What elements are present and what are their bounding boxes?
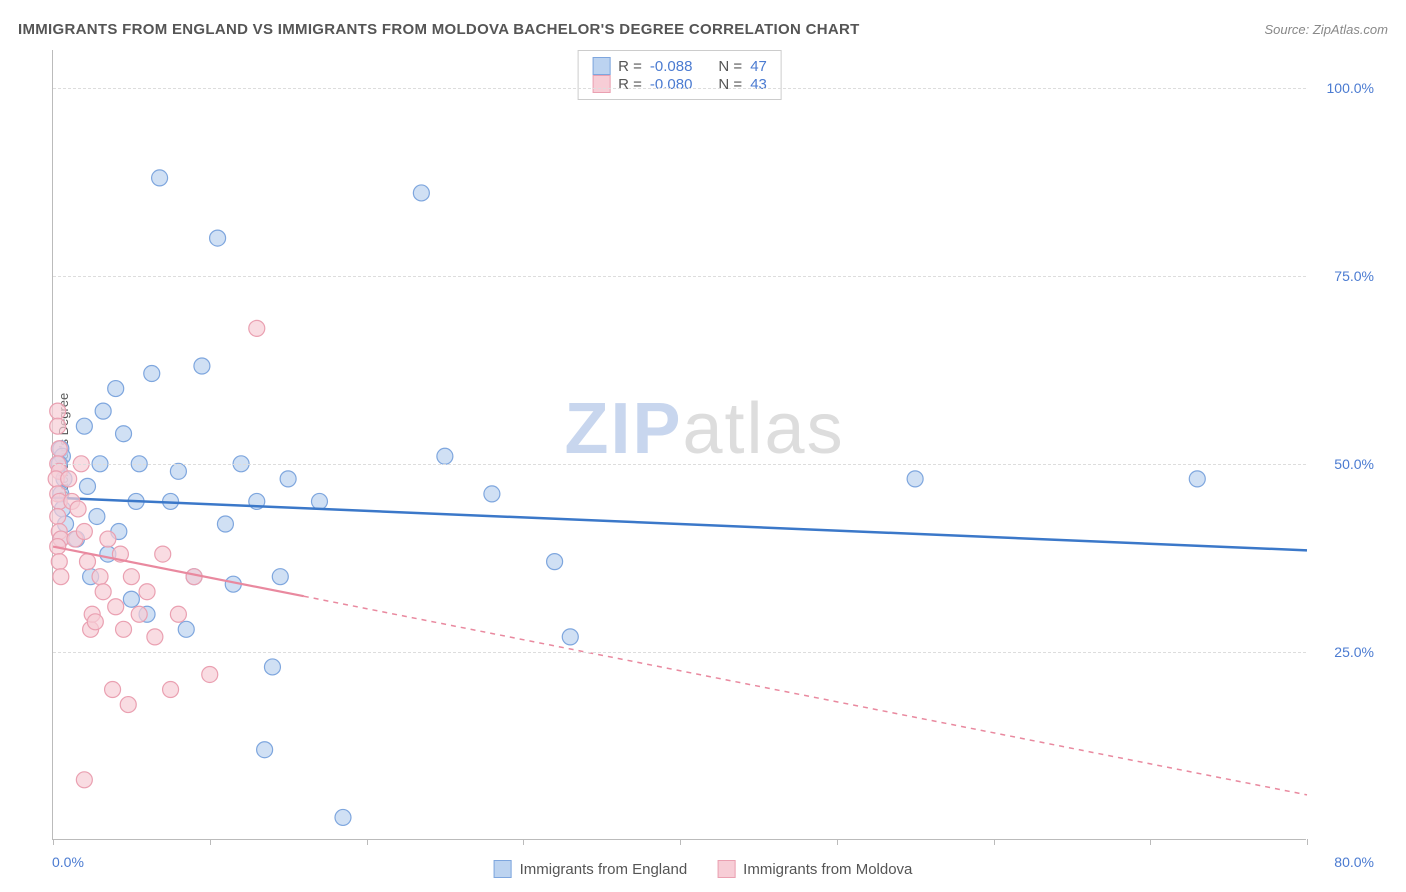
scatter-point (105, 682, 121, 698)
legend-series-item: Immigrants from England (494, 860, 688, 878)
scatter-point (484, 486, 500, 502)
y-tick-label: 50.0% (1334, 456, 1374, 472)
x-tick (837, 839, 838, 845)
scatter-point (139, 584, 155, 600)
scatter-point (144, 366, 160, 382)
scatter-point (100, 531, 116, 547)
regression-line (53, 498, 1307, 551)
regression-line-dashed (304, 596, 1307, 795)
scatter-point (170, 606, 186, 622)
scatter-point (131, 606, 147, 622)
scatter-point (50, 508, 66, 524)
scatter-point (280, 471, 296, 487)
legend-stats-box: R =-0.088N =47R =-0.080N =43 (577, 50, 782, 100)
scatter-point (70, 501, 86, 517)
gridline (53, 652, 1306, 653)
legend-swatch (592, 75, 610, 93)
scatter-point (249, 320, 265, 336)
x-tick (994, 839, 995, 845)
x-tick (523, 839, 524, 845)
scatter-point (562, 629, 578, 645)
scatter-point (907, 471, 923, 487)
scatter-point (264, 659, 280, 675)
plot-area: ZIPatlas R =-0.088N =47R =-0.080N =43 25… (52, 50, 1306, 840)
scatter-point (170, 463, 186, 479)
scatter-point (87, 614, 103, 630)
scatter-point (437, 448, 453, 464)
legend-series-label: Immigrants from England (520, 861, 688, 878)
y-tick-label: 100.0% (1327, 80, 1374, 96)
scatter-point (51, 554, 67, 570)
scatter-point (155, 546, 171, 562)
scatter-point (79, 554, 95, 570)
legend-swatch (494, 860, 512, 878)
scatter-point (76, 418, 92, 434)
scatter-point (50, 403, 66, 419)
scatter-point (120, 697, 136, 713)
x-tick (210, 839, 211, 845)
scatter-point (123, 569, 139, 585)
x-tick (1150, 839, 1151, 845)
legend-swatch (717, 860, 735, 878)
scatter-point (335, 809, 351, 825)
plot-svg (53, 50, 1306, 839)
scatter-point (194, 358, 210, 374)
scatter-point (217, 516, 233, 532)
scatter-point (92, 569, 108, 585)
gridline (53, 464, 1306, 465)
legend-swatch (592, 57, 610, 75)
x-tick-label: 80.0% (1334, 854, 1374, 870)
scatter-point (147, 629, 163, 645)
y-tick-label: 25.0% (1334, 644, 1374, 660)
chart-title: IMMIGRANTS FROM ENGLAND VS IMMIGRANTS FR… (18, 21, 860, 38)
scatter-point (152, 170, 168, 186)
scatter-point (311, 493, 327, 509)
scatter-point (108, 381, 124, 397)
x-tick (1307, 839, 1308, 845)
legend-series-label: Immigrants from Moldova (743, 861, 912, 878)
scatter-point (95, 403, 111, 419)
scatter-point (50, 418, 66, 434)
scatter-point (89, 508, 105, 524)
x-tick (53, 839, 54, 845)
legend-stats-row: R =-0.088N =47 (592, 57, 767, 75)
scatter-point (95, 584, 111, 600)
scatter-point (272, 569, 288, 585)
scatter-point (116, 426, 132, 442)
scatter-point (202, 666, 218, 682)
scatter-point (210, 230, 226, 246)
y-tick-label: 75.0% (1334, 268, 1374, 284)
x-tick (680, 839, 681, 845)
scatter-point (1189, 471, 1205, 487)
legend-series-item: Immigrants from Moldova (717, 860, 912, 878)
scatter-point (108, 599, 124, 615)
scatter-point (413, 185, 429, 201)
legend-series: Immigrants from England Immigrants from M… (494, 860, 913, 878)
legend-stats-row: R =-0.080N =43 (592, 75, 767, 93)
scatter-point (61, 471, 77, 487)
scatter-point (547, 554, 563, 570)
gridline (53, 88, 1306, 89)
scatter-point (163, 682, 179, 698)
scatter-point (116, 621, 132, 637)
x-tick (367, 839, 368, 845)
scatter-point (53, 569, 69, 585)
scatter-point (79, 478, 95, 494)
source-attribution: Source: ZipAtlas.com (1264, 22, 1388, 37)
scatter-point (76, 772, 92, 788)
x-tick-label: 0.0% (52, 854, 84, 870)
gridline (53, 276, 1306, 277)
scatter-point (76, 524, 92, 540)
scatter-point (178, 621, 194, 637)
scatter-point (51, 441, 67, 457)
scatter-point (257, 742, 273, 758)
scatter-point (123, 591, 139, 607)
